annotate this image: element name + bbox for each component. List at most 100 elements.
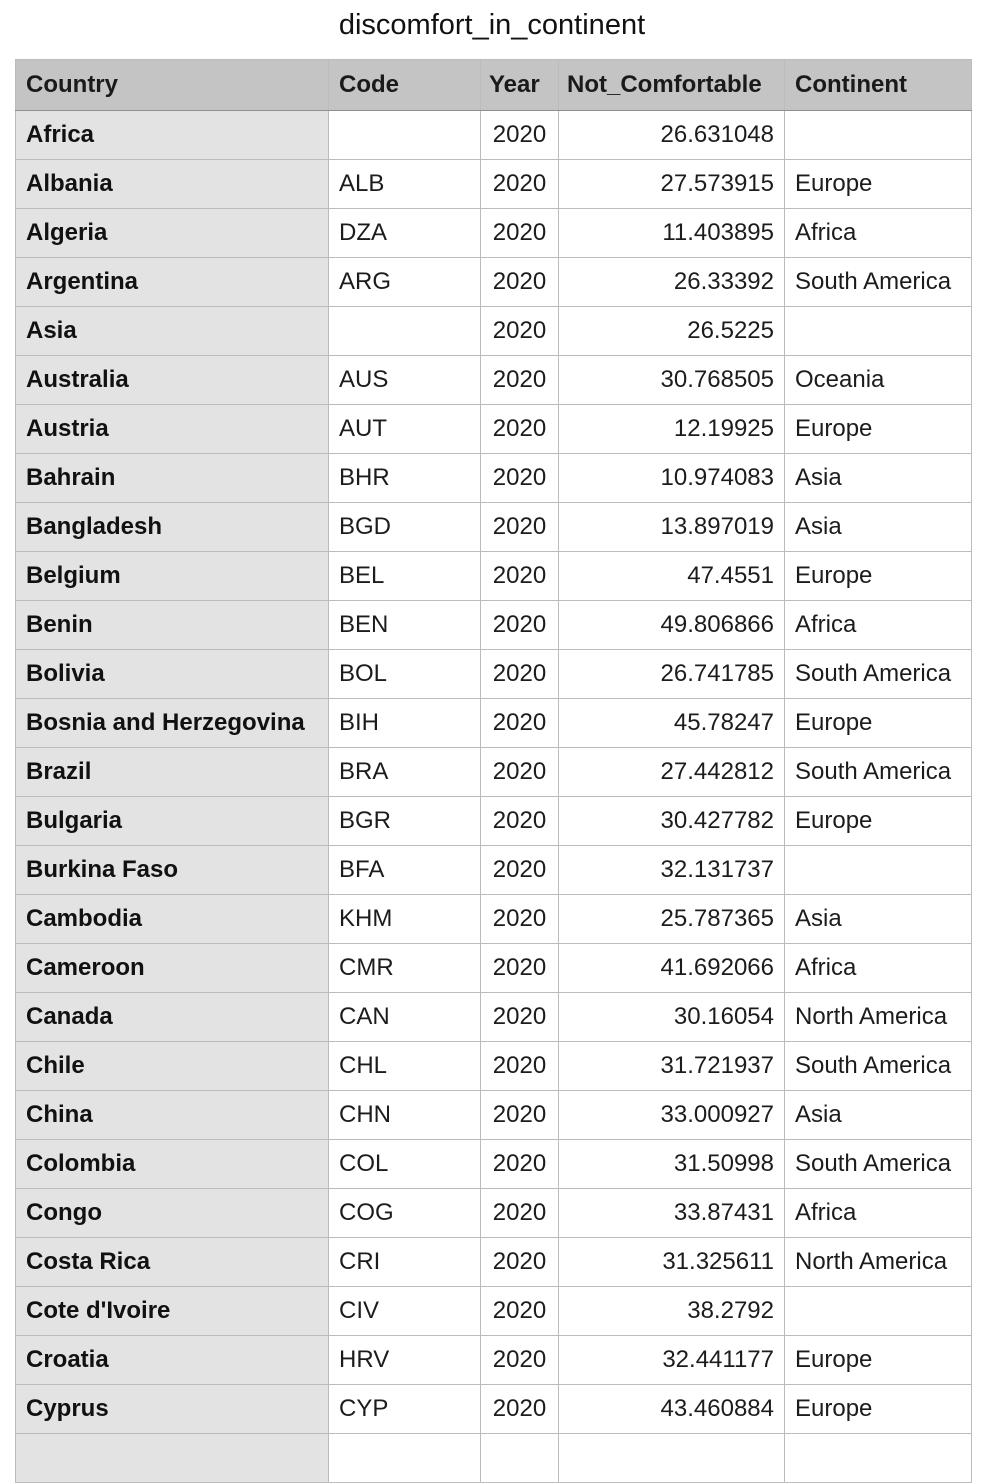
table-row[interactable]: [15, 1433, 972, 1483]
country-cell[interactable]: Australia: [15, 355, 329, 405]
table-row[interactable]: Albania ALB 2020 27.573915 Europe: [15, 159, 972, 209]
code-cell[interactable]: BOL: [328, 649, 481, 699]
country-cell[interactable]: Belgium: [15, 551, 329, 601]
continent-cell[interactable]: Europe: [784, 698, 972, 748]
column-header-continent[interactable]: Continent: [784, 59, 972, 111]
table-row[interactable]: Asia 2020 26.5225: [15, 306, 972, 356]
country-cell[interactable]: Cyprus: [15, 1384, 329, 1434]
year-cell[interactable]: 2020: [480, 943, 559, 993]
country-cell[interactable]: Albania: [15, 159, 329, 209]
not-comfortable-cell[interactable]: 31.325611: [558, 1237, 785, 1287]
country-cell[interactable]: Cambodia: [15, 894, 329, 944]
year-cell[interactable]: 2020: [480, 551, 559, 601]
continent-cell[interactable]: [784, 1286, 972, 1336]
not-comfortable-cell[interactable]: 32.441177: [558, 1335, 785, 1385]
continent-cell[interactable]: North America: [784, 992, 972, 1042]
code-cell[interactable]: AUT: [328, 404, 481, 454]
code-cell[interactable]: HRV: [328, 1335, 481, 1385]
code-cell[interactable]: DZA: [328, 208, 481, 258]
table-row[interactable]: Cote d'Ivoire CIV 2020 38.2792: [15, 1286, 972, 1336]
table-row[interactable]: Croatia HRV 2020 32.441177 Europe: [15, 1335, 972, 1385]
country-cell[interactable]: Croatia: [15, 1335, 329, 1385]
not-comfortable-cell[interactable]: 11.403895: [558, 208, 785, 258]
not-comfortable-cell[interactable]: 27.442812: [558, 747, 785, 797]
year-cell[interactable]: 2020: [480, 453, 559, 503]
table-row[interactable]: Cambodia KHM 2020 25.787365 Asia: [15, 894, 972, 944]
not-comfortable-cell[interactable]: 26.741785: [558, 649, 785, 699]
table-row[interactable]: Bosnia and Herzegovina BIH 2020 45.78247 Eur…: [15, 698, 972, 748]
table-row[interactable]: Burkina Faso BFA 2020 32.131737: [15, 845, 972, 895]
year-cell[interactable]: 2020: [480, 1188, 559, 1238]
code-cell[interactable]: BGD: [328, 502, 481, 552]
code-cell[interactable]: CHN: [328, 1090, 481, 1140]
country-cell[interactable]: Chile: [15, 1041, 329, 1091]
country-cell[interactable]: Bolivia: [15, 649, 329, 699]
not-comfortable-cell[interactable]: 25.787365: [558, 894, 785, 944]
code-cell[interactable]: BEL: [328, 551, 481, 601]
column-header-year[interactable]: Year: [480, 59, 559, 111]
table-row[interactable]: Bahrain BHR 2020 10.974083 Asia: [15, 453, 972, 503]
continent-cell[interactable]: [784, 845, 972, 895]
continent-cell[interactable]: [784, 1433, 972, 1483]
country-cell[interactable]: Africa: [15, 110, 329, 160]
code-cell[interactable]: ALB: [328, 159, 481, 209]
country-cell[interactable]: Benin: [15, 600, 329, 650]
table-row[interactable]: Argentina ARG 2020 26.33392 South America: [15, 257, 972, 307]
not-comfortable-cell[interactable]: 10.974083: [558, 453, 785, 503]
code-cell[interactable]: BEN: [328, 600, 481, 650]
country-cell[interactable]: Bahrain: [15, 453, 329, 503]
year-cell[interactable]: 2020: [480, 894, 559, 944]
year-cell[interactable]: 2020: [480, 355, 559, 405]
year-cell[interactable]: [480, 1433, 559, 1483]
year-cell[interactable]: 2020: [480, 1384, 559, 1434]
continent-cell[interactable]: Africa: [784, 943, 972, 993]
code-cell[interactable]: BGR: [328, 796, 481, 846]
code-cell[interactable]: CRI: [328, 1237, 481, 1287]
table-row[interactable]: Africa 2020 26.631048: [15, 110, 972, 160]
not-comfortable-cell[interactable]: 13.897019: [558, 502, 785, 552]
table-row[interactable]: Austria AUT 2020 12.19925 Europe: [15, 404, 972, 454]
year-cell[interactable]: 2020: [480, 159, 559, 209]
year-cell[interactable]: 2020: [480, 1139, 559, 1189]
country-cell[interactable]: Costa Rica: [15, 1237, 329, 1287]
continent-cell[interactable]: South America: [784, 1139, 972, 1189]
not-comfortable-cell[interactable]: 26.33392: [558, 257, 785, 307]
year-cell[interactable]: 2020: [480, 747, 559, 797]
code-cell[interactable]: [328, 110, 481, 160]
continent-cell[interactable]: Asia: [784, 1090, 972, 1140]
country-cell[interactable]: Burkina Faso: [15, 845, 329, 895]
continent-cell[interactable]: South America: [784, 747, 972, 797]
table-row[interactable]: China CHN 2020 33.000927 Asia: [15, 1090, 972, 1140]
continent-cell[interactable]: South America: [784, 649, 972, 699]
continent-cell[interactable]: Asia: [784, 894, 972, 944]
continent-cell[interactable]: [784, 110, 972, 160]
year-cell[interactable]: 2020: [480, 1335, 559, 1385]
code-cell[interactable]: KHM: [328, 894, 481, 944]
table-row[interactable]: Colombia COL 2020 31.50998 South America: [15, 1139, 972, 1189]
code-cell[interactable]: COG: [328, 1188, 481, 1238]
continent-cell[interactable]: Europe: [784, 1335, 972, 1385]
continent-cell[interactable]: Asia: [784, 453, 972, 503]
code-cell[interactable]: CYP: [328, 1384, 481, 1434]
table-row[interactable]: Belgium BEL 2020 47.4551 Europe: [15, 551, 972, 601]
table-row[interactable]: Bangladesh BGD 2020 13.897019 Asia: [15, 502, 972, 552]
code-cell[interactable]: COL: [328, 1139, 481, 1189]
table-row[interactable]: Bolivia BOL 2020 26.741785 South America: [15, 649, 972, 699]
table-row[interactable]: Bulgaria BGR 2020 30.427782 Europe: [15, 796, 972, 846]
country-cell[interactable]: Algeria: [15, 208, 329, 258]
table-row[interactable]: Congo COG 2020 33.87431 Africa: [15, 1188, 972, 1238]
year-cell[interactable]: 2020: [480, 600, 559, 650]
year-cell[interactable]: 2020: [480, 1041, 559, 1091]
table-row[interactable]: Cyprus CYP 2020 43.460884 Europe: [15, 1384, 972, 1434]
not-comfortable-cell[interactable]: 49.806866: [558, 600, 785, 650]
continent-cell[interactable]: South America: [784, 1041, 972, 1091]
year-cell[interactable]: 2020: [480, 649, 559, 699]
country-cell[interactable]: Colombia: [15, 1139, 329, 1189]
year-cell[interactable]: 2020: [480, 1090, 559, 1140]
table-row[interactable]: Chile CHL 2020 31.721937 South America: [15, 1041, 972, 1091]
year-cell[interactable]: 2020: [480, 698, 559, 748]
table-row[interactable]: Brazil BRA 2020 27.442812 South America: [15, 747, 972, 797]
continent-cell[interactable]: Africa: [784, 208, 972, 258]
not-comfortable-cell[interactable]: 30.427782: [558, 796, 785, 846]
not-comfortable-cell[interactable]: 45.78247: [558, 698, 785, 748]
